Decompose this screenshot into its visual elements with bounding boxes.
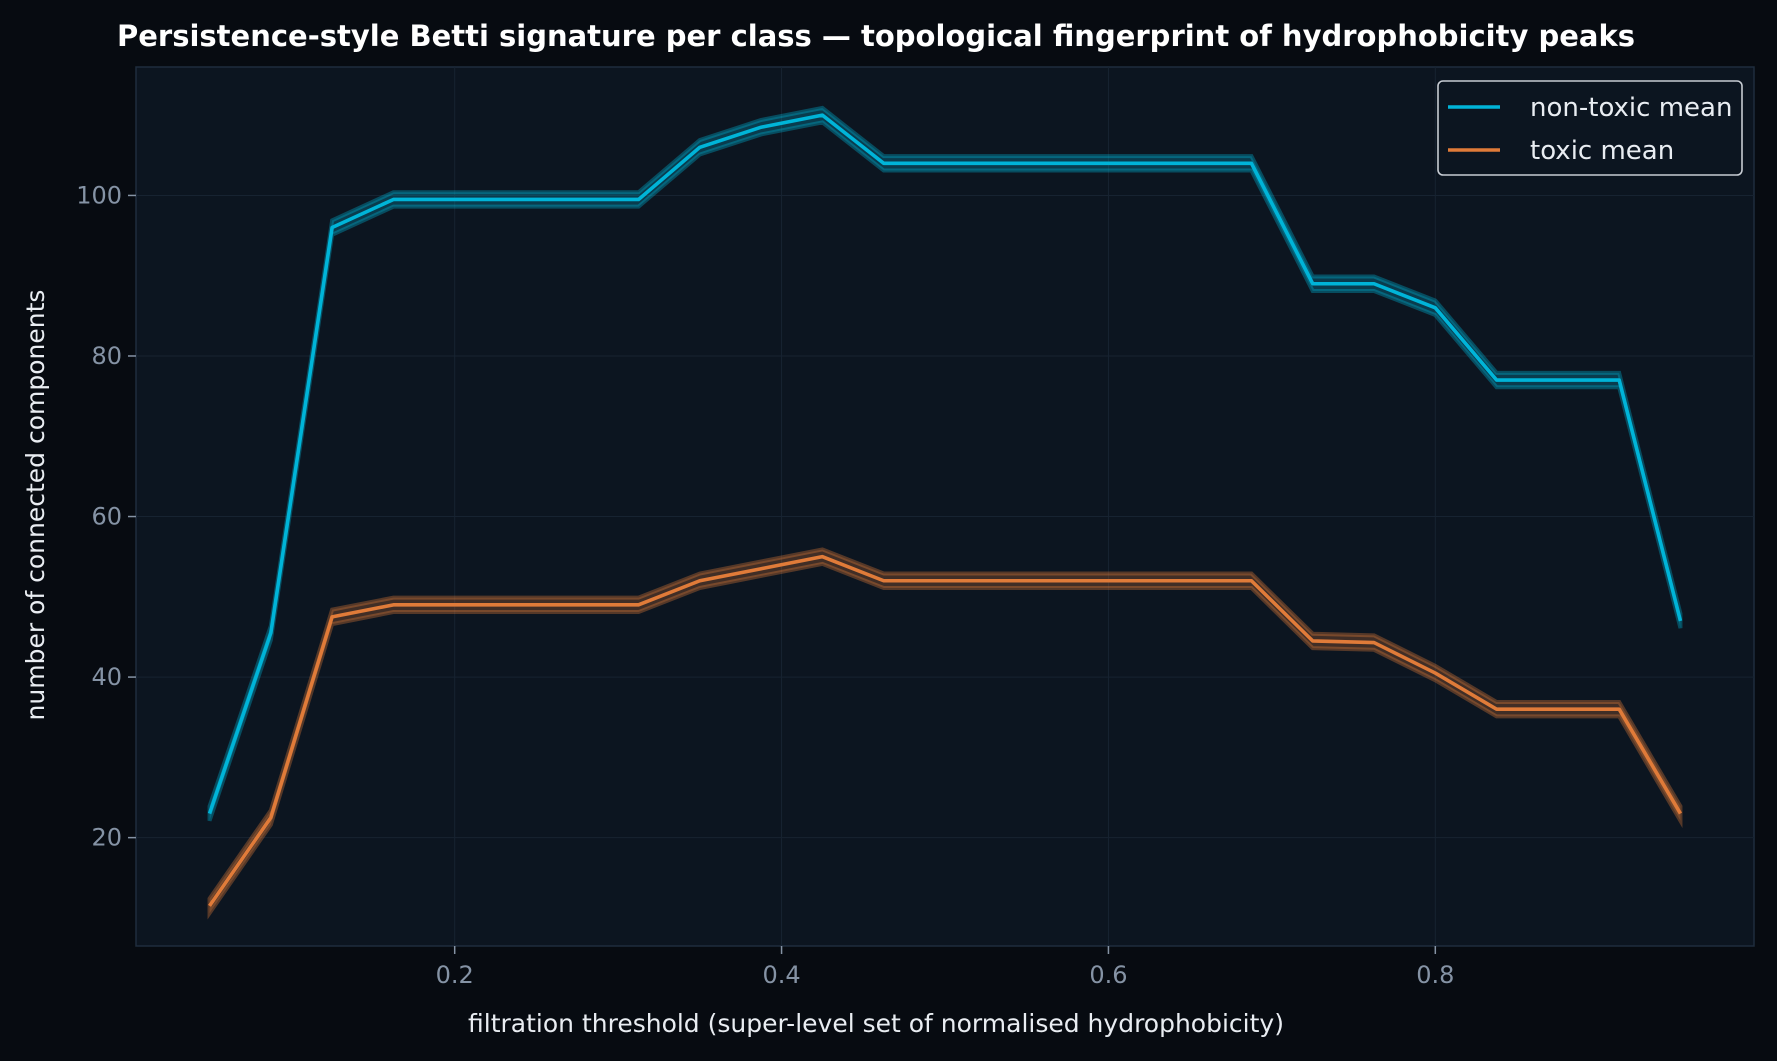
y-axis-ticks: 20 40 60 80 100 [76,181,136,852]
y-axis-label: number of connected components [21,290,50,721]
chart-title: Persistence-style Betti signature per cl… [117,19,1635,53]
legend-box [1437,80,1743,176]
legend: non-toxic mean toxic mean [1437,80,1743,176]
plot-area [135,66,1755,947]
series-lines [207,113,1683,907]
legend-label-toxic-mean: toxic mean [1530,136,1674,166]
x-tick-label: 0.8 [1416,961,1454,989]
y-tick-label: 100 [76,181,122,209]
x-axis-ticks: 0.2 0.4 0.6 0.8 [436,946,1454,989]
x-tick-label: 0.4 [762,961,800,989]
non-toxic-mean-band [207,105,1683,822]
y-tick-label: 60 [91,503,122,531]
legend-label-non-toxic-mean: non-toxic mean [1530,93,1732,123]
x-tick-label: 0.6 [1089,961,1127,989]
x-tick-label: 0.2 [436,961,474,989]
y-tick-label: 80 [91,342,122,370]
x-axis-label: filtration threshold (super-level set of… [468,1009,1284,1038]
y-tick-label: 40 [91,663,122,691]
toxic-mean-line [208,554,1683,907]
y-tick-label: 20 [91,824,122,852]
non-toxic-mean-line [207,113,1683,815]
grid [136,67,1754,946]
